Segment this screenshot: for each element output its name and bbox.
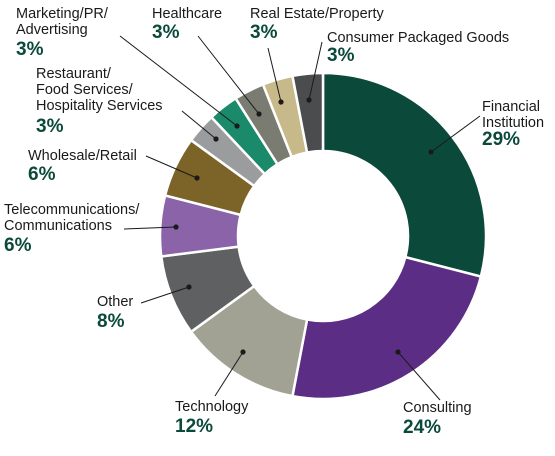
leader-dot-1 [428,149,434,155]
slice-value-11: 3% [327,45,355,66]
slice-label-10: Real Estate/Property [250,6,385,22]
leader-dot-5 [173,224,179,230]
leader-line-9 [197,35,260,115]
leader-dot-9 [256,111,262,117]
leader-line-3 [214,351,244,397]
leaders-layer [119,35,481,401]
leader-line-10 [267,47,282,103]
leader-line-8 [119,35,238,127]
slice-label-2: Consulting [403,400,472,416]
leader-line-6 [145,155,198,179]
slice-label-7: Restaurant/Food Services/Hospitality Ser… [36,66,163,114]
slice-value-1: 29% [482,129,520,150]
slice-value-3: 12% [175,416,213,437]
leader-dot-11 [306,97,312,103]
slice-label-5: Telecommunications/Communications [4,202,140,234]
slice-value-7: 3% [36,116,64,137]
slice-label-3: Technology [175,399,249,415]
leader-dot-10 [278,99,284,105]
slice-value-2: 24% [403,417,441,438]
leader-line-11 [308,41,323,101]
slice-value-9: 3% [152,22,180,43]
slice-value-6: 6% [28,164,56,185]
leader-dot-7 [213,136,219,142]
slice-2 [290,255,483,401]
leader-line-5 [123,226,177,230]
slice-label-8: Marketing/PR/Advertising [16,6,109,38]
slice-11 [290,71,325,154]
leader-dot-4 [186,284,192,290]
slice-label-6: Wholesale/Retail [28,148,137,164]
leader-line-1 [430,115,481,153]
slice-value-10: 3% [250,22,278,43]
leader-dot-3 [240,349,246,355]
leader-dot-2 [395,349,401,355]
slices-layer [158,71,488,401]
leader-line-7 [181,110,217,140]
slice-value-8: 3% [16,39,44,60]
slice-1 [321,71,488,279]
slice-label-11: Consumer Packaged Goods [327,30,509,46]
leader-line-2 [397,351,441,401]
leader-dot-8 [234,123,240,129]
slice-label-9: Healthcare [152,6,222,22]
slice-value-4: 8% [97,311,125,332]
leader-line-4 [140,286,190,304]
slice-value-5: 6% [4,235,32,256]
slice-label-1: Financial Institution [482,99,544,131]
slice-label-4: Other [97,294,133,310]
leader-dot-6 [194,175,200,181]
